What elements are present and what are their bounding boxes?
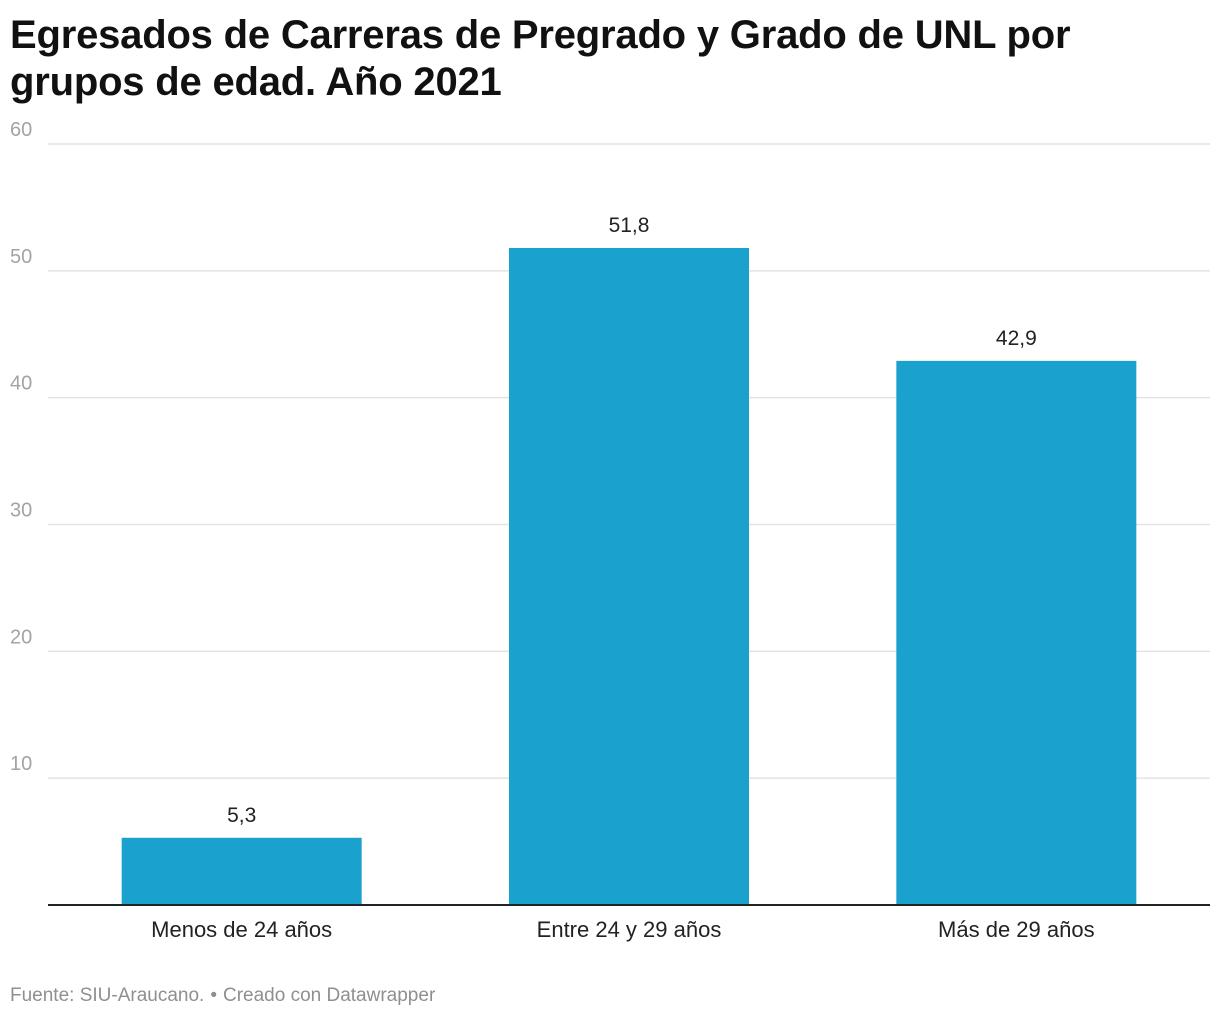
y-tick-label-60: 60 [10, 119, 32, 141]
x-tick-label-3: Más de 29 años [938, 917, 1095, 942]
value-label-3: 42,9 [996, 327, 1037, 350]
bar-1 [121, 837, 362, 905]
credit-note: Creado con Datawrapper [222, 985, 436, 1006]
chart-title: Egresados de Carreras de Pregrado y Grad… [10, 13, 1071, 104]
value-label-2: 51,8 [609, 214, 650, 237]
y-tick-label-50: 50 [10, 246, 32, 268]
value-labels: 5,3 51,8 42,9 [227, 214, 1037, 827]
x-axis: Menos de 24 años Entre 24 y 29 años Más de… [48, 904, 1210, 942]
y-tick-label-30: 30 [10, 500, 32, 522]
y-tick-label-40: 40 [10, 373, 32, 395]
value-label-1: 5,3 [227, 804, 256, 827]
x-tick-label-2: Entre 24 y 29 años [537, 917, 722, 942]
y-tick-label-10: 10 [10, 753, 32, 775]
y-axis: 10 20 30 40 50 60 [10, 119, 32, 775]
source-note: Fuente: SIU-Araucano. [10, 985, 205, 1006]
chart-footer: Fuente: SIU-Araucano. • Creado con Datawra… [10, 985, 435, 1007]
bar-2 [509, 248, 749, 906]
bar-3 [896, 360, 1137, 905]
x-tick-label-1: Menos de 24 años [151, 917, 332, 942]
bars [121, 248, 1137, 906]
y-tick-label-20: 20 [10, 626, 32, 648]
footer-separator: • [210, 985, 217, 1006]
